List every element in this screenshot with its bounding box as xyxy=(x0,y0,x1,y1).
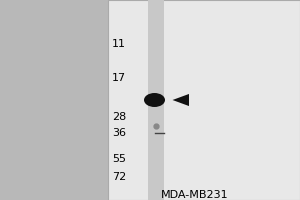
Text: 36: 36 xyxy=(112,128,126,138)
Text: MDA-MB231: MDA-MB231 xyxy=(161,190,229,200)
Text: 72: 72 xyxy=(112,172,126,182)
Text: 28: 28 xyxy=(112,112,126,122)
Bar xyxy=(108,0,300,200)
Text: 17: 17 xyxy=(112,73,126,83)
Ellipse shape xyxy=(144,93,165,107)
Bar xyxy=(148,0,164,200)
Text: 11: 11 xyxy=(112,39,126,49)
Text: 55: 55 xyxy=(112,154,126,164)
Polygon shape xyxy=(172,94,189,106)
